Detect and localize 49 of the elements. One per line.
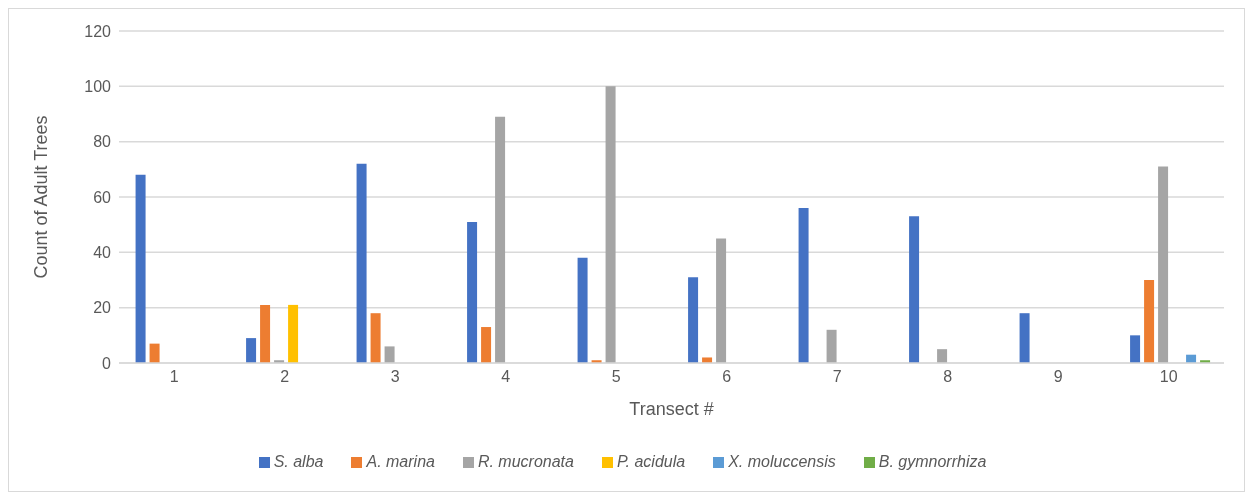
x-tick-label: 7 — [832, 368, 842, 386]
bar — [1019, 313, 1030, 363]
bar — [1130, 335, 1141, 363]
y-tick-label: 60 — [93, 188, 112, 206]
bar — [605, 86, 616, 363]
bar — [260, 304, 271, 363]
legend-label: S. alba — [273, 453, 324, 470]
y-tick-label: 20 — [93, 299, 112, 317]
bar — [370, 313, 381, 363]
x-tick-label: 1 — [169, 368, 179, 386]
y-tick-label: 40 — [93, 244, 112, 262]
x-tick-label: 10 — [1159, 368, 1178, 386]
bar — [246, 338, 257, 363]
bar — [495, 116, 506, 363]
bar — [1158, 166, 1169, 363]
bar — [288, 304, 299, 363]
bar — [909, 216, 920, 363]
y-tick-label: 80 — [93, 133, 112, 151]
bar — [356, 163, 367, 363]
y-tick-label: 120 — [84, 22, 112, 40]
bar — [937, 349, 948, 363]
x-tick-label: 6 — [722, 368, 732, 386]
legend-label: P. acidula — [616, 453, 686, 470]
bar — [1144, 280, 1155, 363]
y-tick-label: 100 — [84, 78, 112, 96]
bar — [467, 221, 478, 363]
legend-label: B. gymnorrhiza — [878, 453, 987, 470]
bar — [149, 343, 160, 363]
x-tick-label: 4 — [501, 368, 511, 386]
x-tick-label: 9 — [1053, 368, 1063, 386]
x-tick-label: 3 — [390, 368, 400, 386]
bar — [135, 174, 146, 363]
bar — [798, 208, 809, 363]
x-tick-label: 5 — [611, 368, 621, 386]
y-tick-label: 0 — [102, 354, 112, 372]
bar — [481, 327, 492, 363]
bar — [688, 277, 699, 363]
legend-label: A. marina — [366, 453, 435, 470]
legend-label: R. mucronata — [477, 453, 574, 470]
x-axis-title: Transect # — [629, 399, 714, 419]
bar — [716, 238, 727, 363]
y-axis-title: Count of Adult Trees — [31, 115, 52, 279]
bar — [384, 346, 395, 363]
x-tick-label: 8 — [943, 368, 953, 386]
bar — [577, 257, 588, 363]
bar — [826, 329, 837, 363]
legend-label: X. moluccensis — [728, 453, 836, 470]
x-tick-label: 2 — [280, 368, 290, 386]
bar — [702, 357, 713, 363]
